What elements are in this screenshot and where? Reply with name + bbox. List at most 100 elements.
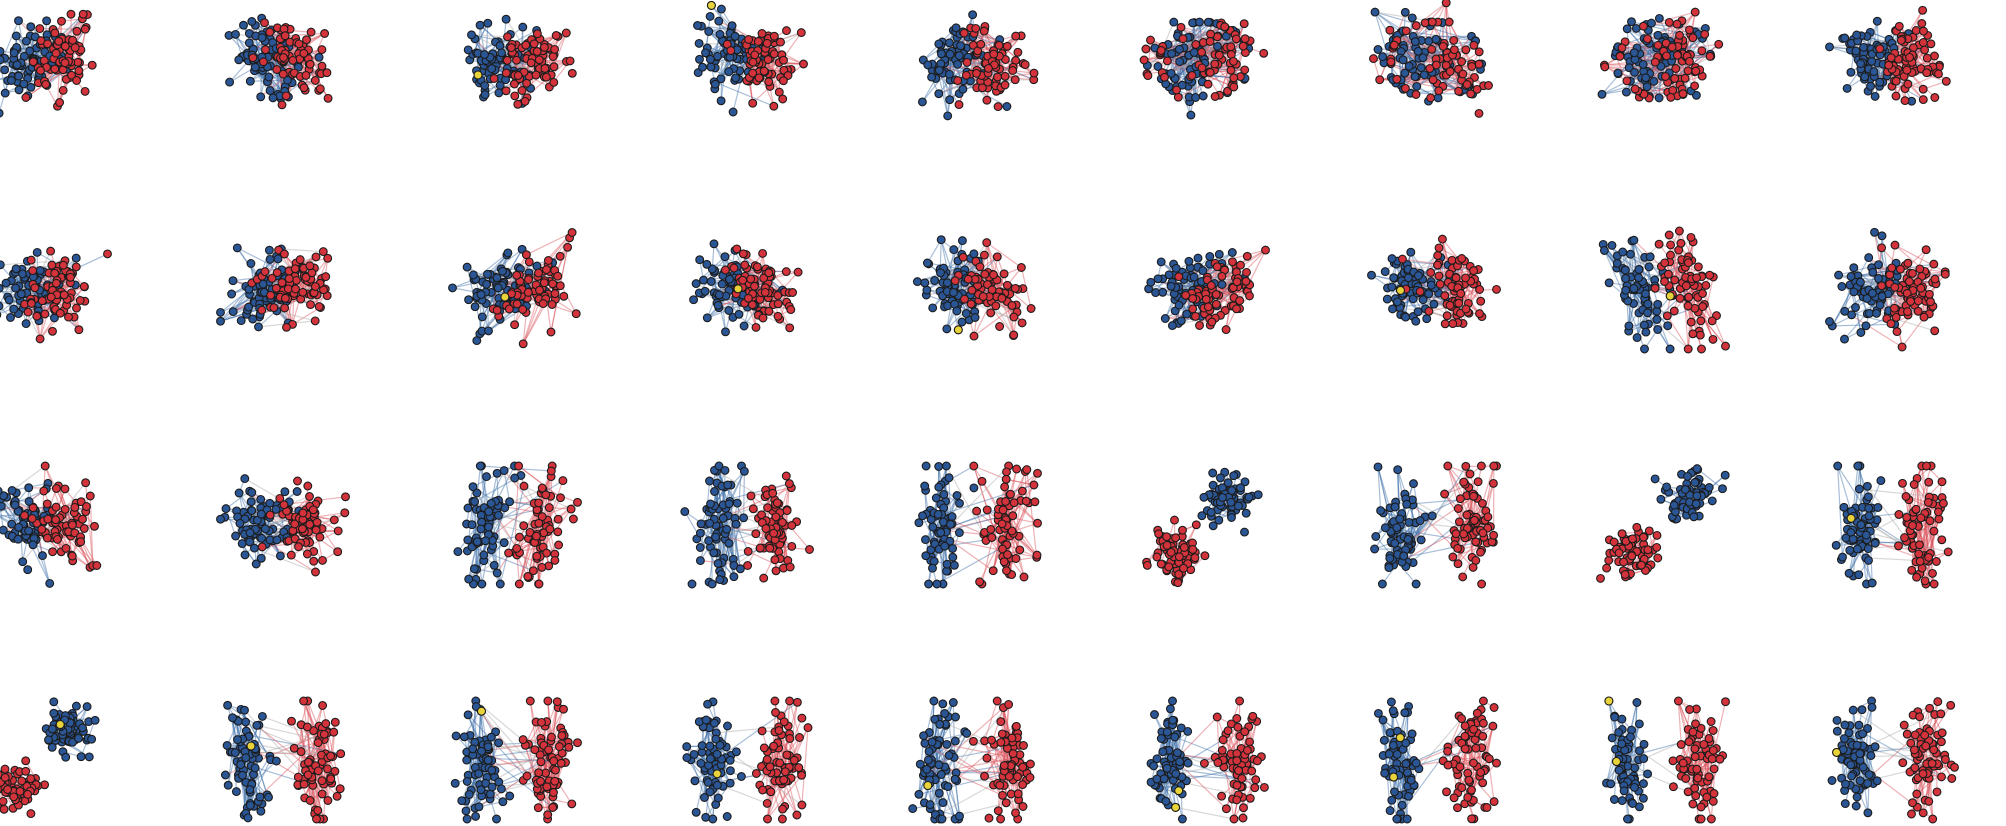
network-node bbox=[958, 84, 968, 94]
network-node bbox=[1160, 72, 1169, 82]
network-node bbox=[774, 87, 784, 97]
network-node bbox=[744, 35, 754, 44]
network-node bbox=[6, 313, 15, 322]
network-node bbox=[46, 292, 56, 302]
network-node bbox=[695, 255, 705, 265]
network-node bbox=[256, 92, 266, 102]
network-node bbox=[1650, 57, 1660, 67]
network-node bbox=[311, 252, 321, 262]
network-node bbox=[26, 22, 36, 32]
network-node bbox=[12, 60, 22, 70]
network-node bbox=[323, 93, 333, 103]
network-node bbox=[699, 275, 708, 285]
network-node bbox=[246, 259, 256, 268]
network-node bbox=[1240, 34, 1250, 44]
network-node bbox=[1670, 74, 1680, 83]
network-node bbox=[1894, 21, 1904, 31]
network-node bbox=[1902, 65, 1912, 75]
network-node bbox=[1597, 89, 1607, 99]
network-node bbox=[248, 53, 258, 63]
network-node bbox=[532, 29, 542, 39]
network-node bbox=[724, 67, 734, 77]
network-node bbox=[1002, 102, 1012, 111]
network-node bbox=[480, 50, 489, 59]
network-node bbox=[1229, 82, 1239, 92]
network-node bbox=[778, 76, 788, 86]
network-node bbox=[731, 73, 741, 83]
network-node bbox=[1621, 87, 1631, 97]
network-node bbox=[526, 58, 536, 68]
network-node bbox=[0, 301, 4, 311]
network-node bbox=[244, 302, 254, 312]
network-node bbox=[495, 41, 505, 51]
network-node bbox=[927, 72, 937, 82]
network-node bbox=[1872, 16, 1882, 26]
network-node bbox=[1630, 67, 1639, 77]
network-node bbox=[769, 31, 779, 41]
network-node bbox=[1860, 72, 1870, 82]
network-node bbox=[14, 85, 24, 95]
network-node bbox=[1187, 71, 1197, 80]
network-node bbox=[550, 289, 560, 299]
network-node bbox=[1369, 54, 1378, 64]
network-panel bbox=[216, 243, 333, 332]
network-node bbox=[298, 287, 308, 297]
network-node bbox=[16, 289, 26, 299]
network-node bbox=[989, 49, 999, 59]
network-node bbox=[264, 72, 274, 82]
network-node bbox=[244, 38, 254, 48]
network-node bbox=[1462, 80, 1472, 89]
network-node bbox=[762, 38, 772, 48]
network-node bbox=[0, 65, 10, 75]
network-node bbox=[759, 66, 769, 76]
network-panel bbox=[693, 0, 808, 117]
network-node bbox=[549, 62, 559, 72]
network-node bbox=[720, 252, 730, 262]
network-node bbox=[1672, 50, 1682, 60]
network-node bbox=[1647, 18, 1656, 28]
network-node bbox=[258, 57, 268, 67]
network-node bbox=[1919, 26, 1928, 36]
network-node bbox=[1926, 39, 1936, 49]
network-node bbox=[470, 302, 480, 312]
network-node bbox=[532, 47, 542, 56]
network-node bbox=[1438, 41, 1448, 51]
network-node bbox=[23, 307, 33, 317]
network-node bbox=[977, 83, 987, 93]
network-node bbox=[503, 248, 513, 258]
network-node bbox=[934, 65, 944, 75]
network-node bbox=[64, 312, 73, 322]
network-node bbox=[1922, 68, 1932, 78]
network-node bbox=[272, 268, 282, 278]
network-node bbox=[504, 304, 514, 314]
network-node bbox=[923, 60, 933, 70]
network-node bbox=[277, 100, 287, 110]
network-node bbox=[962, 57, 972, 67]
network-node bbox=[227, 289, 237, 299]
network-node bbox=[764, 77, 774, 87]
network-node bbox=[534, 268, 543, 278]
network-node bbox=[14, 16, 23, 26]
network-node bbox=[1643, 34, 1652, 44]
network-node bbox=[1638, 21, 1648, 31]
network-node bbox=[714, 16, 724, 26]
network-node bbox=[555, 281, 565, 291]
network-node bbox=[1203, 79, 1213, 89]
network-node bbox=[954, 51, 964, 61]
network-node bbox=[513, 99, 523, 109]
network-node bbox=[714, 290, 724, 300]
network-node bbox=[228, 307, 238, 317]
network-node bbox=[26, 82, 36, 92]
network-node bbox=[1642, 82, 1652, 92]
network-node bbox=[1013, 47, 1023, 57]
network-node bbox=[1941, 76, 1951, 86]
network-node bbox=[1410, 72, 1420, 82]
network-node bbox=[269, 303, 279, 313]
network-node bbox=[1684, 25, 1694, 35]
network-node bbox=[1649, 76, 1659, 86]
network-panel bbox=[917, 10, 1039, 121]
network-node bbox=[763, 55, 773, 65]
network-node bbox=[260, 267, 270, 277]
network-node bbox=[1378, 52, 1388, 62]
network-node bbox=[1638, 59, 1648, 69]
